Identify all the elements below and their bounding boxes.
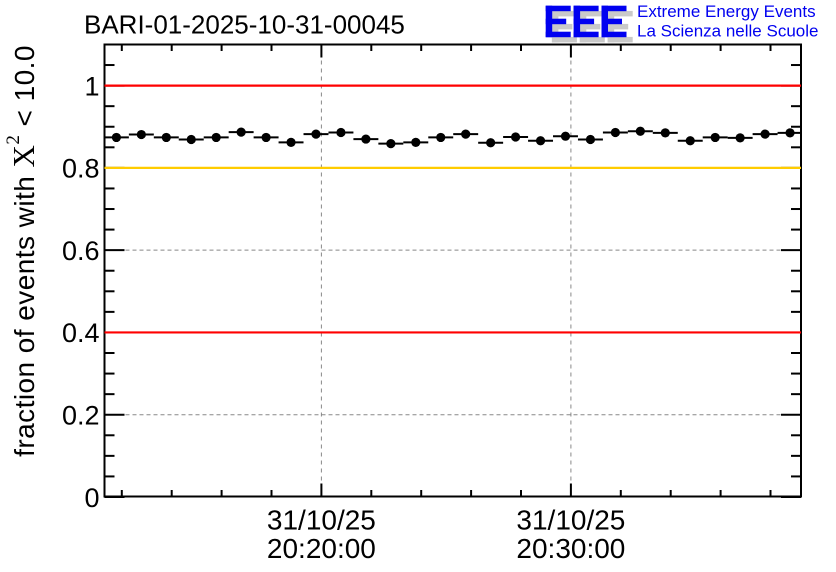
eee-logo-tagline-2: La Scienza nelle Scuole — [637, 22, 818, 41]
data-point — [411, 137, 421, 147]
data-point — [386, 139, 396, 149]
threshold-reference-lines — [104, 84, 801, 334]
data-point — [535, 136, 546, 146]
data-point — [136, 129, 146, 140]
data-point — [286, 137, 296, 147]
data-point — [785, 128, 795, 138]
logo-letter-stroke — [579, 36, 605, 43]
data-point — [585, 134, 596, 145]
horizontal-gridlines — [104, 85, 801, 416]
y-axis-title-superscript: 2 — [3, 135, 24, 145]
logo-letter-stroke — [573, 31, 599, 38]
data-point — [685, 136, 695, 146]
x-tick-label-time: 20:20:00 — [267, 533, 376, 564]
logo-letter-stroke — [607, 23, 629, 30]
data-point — [261, 132, 271, 143]
data-point — [710, 132, 720, 143]
y-tick-label: 0.4 — [62, 318, 100, 348]
logo-letter-stroke — [551, 23, 573, 30]
logo-letter-stroke — [601, 5, 627, 12]
series-markers — [111, 126, 795, 149]
data-point — [161, 132, 171, 143]
y-tick-labels: 0 0.2 0.4 0.6 0.8 1 — [62, 71, 100, 512]
logo-letter-stroke — [573, 5, 599, 12]
data-point — [111, 132, 121, 143]
eee-logo-shadow-letters — [551, 10, 633, 43]
x-tick-label-date: 31/10/25 — [516, 504, 625, 535]
eee-logo-tagline-1: Extreme Energy Events — [637, 2, 816, 21]
data-point — [311, 129, 321, 139]
data-point — [560, 131, 571, 141]
y-tick-label: 0.6 — [62, 236, 100, 266]
data-point — [336, 127, 346, 138]
y-tick-label: 0 — [84, 483, 99, 513]
data-point — [186, 134, 196, 145]
logo-letter-stroke — [551, 10, 577, 17]
y-axis-title: fraction of events with X2 < 10.0 — [3, 45, 41, 457]
x-tick-label-time: 20:30:00 — [516, 533, 625, 564]
y-axis-title-symbol: X — [6, 145, 41, 168]
data-point — [436, 132, 446, 143]
y-tick-label: 0.2 — [62, 401, 100, 431]
data-point — [361, 134, 371, 144]
data-point — [635, 126, 645, 136]
vertical-gridlines — [320, 44, 572, 497]
logo-letter-stroke — [545, 5, 571, 12]
logo-letter-stroke — [545, 31, 571, 38]
logo-letter-stroke — [573, 18, 595, 25]
data-point — [760, 129, 770, 139]
eee-logo-letters — [545, 5, 627, 38]
logo-letter-stroke — [607, 10, 633, 17]
logo-letter-stroke — [579, 10, 605, 17]
eee-logo: Extreme Energy Events La Scienza nelle S… — [545, 2, 818, 43]
chart-title: BARI-01-2025-10-31-00045 — [84, 10, 405, 40]
y-tick-label: 1 — [84, 71, 99, 101]
data-point — [486, 138, 496, 148]
data-point — [735, 133, 745, 143]
series-error-bars — [104, 130, 801, 145]
logo-letter-stroke — [601, 31, 627, 38]
data-point — [236, 127, 246, 137]
data-point — [510, 132, 521, 142]
data-point — [610, 127, 620, 138]
data-point — [660, 128, 670, 138]
data-point — [461, 129, 471, 139]
y-tick-label: 0.8 — [62, 154, 100, 184]
y-axis-title-prefix: fraction of events with — [9, 167, 40, 456]
y-axis-title-suffix: < 10.0 — [9, 45, 40, 135]
logo-letter-stroke — [545, 18, 567, 25]
plot-frame — [103, 43, 802, 498]
axis-ticks — [104, 44, 801, 498]
x-tick-label-date: 31/10/25 — [267, 504, 376, 535]
data-point — [211, 132, 221, 143]
logo-letter-stroke — [551, 36, 577, 43]
logo-letter-stroke — [579, 23, 601, 30]
logo-letter-stroke — [607, 36, 633, 43]
logo-letter-stroke — [601, 18, 622, 25]
